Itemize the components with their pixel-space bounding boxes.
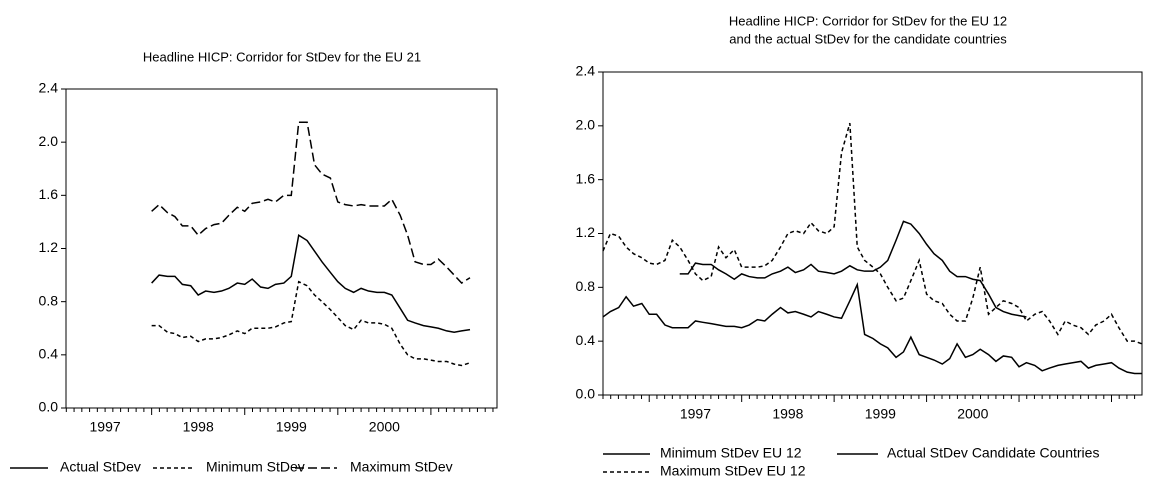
y-tick-label: 2.0 [39,133,59,149]
data-line [602,122,1143,345]
y-tick-label: 0.4 [39,346,59,362]
plot-frame [602,71,1143,396]
y-tick-label: 0.0 [576,386,596,402]
legend-label: Minimum StDev EU 12 [660,445,802,461]
data-line [602,282,1142,375]
y-tick-label: 0.4 [576,332,596,348]
y-tick-label: 1.2 [39,239,59,255]
x-tick-label: 2000 [369,419,400,435]
chart-title: Headline HICP: Corridor for StDev for th… [143,49,421,64]
data-line [151,121,471,285]
y-tick-label: 0.8 [576,278,596,294]
x-tick-label: 1997 [90,419,121,435]
y-tick-label: 2.4 [39,80,59,96]
chart-title: Headline HICP: Corridor for StDev for th… [729,13,1007,28]
x-tick-label: 1998 [772,406,803,422]
y-tick-label: 0.8 [39,292,59,308]
legend-label: Actual StDev [60,459,141,475]
data-line [151,233,471,334]
x-tick-label: 2000 [957,406,988,422]
legend-label: Actual StDev Candidate Countries [887,445,1099,461]
y-tick-label: 1.6 [39,186,59,202]
y-tick-label: 0.0 [39,399,59,415]
x-tick-label: 1999 [276,419,307,435]
x-tick-label: 1998 [183,419,214,435]
data-line [151,280,471,367]
y-tick-label: 1.2 [576,224,596,240]
chart-title: and the actual StDev for the candidate c… [729,31,1007,46]
data-line [679,220,1027,318]
legend-label: Maximum StDev [350,459,453,475]
legend-label: Minimum StDev [206,459,305,475]
legend-label: Maximum StDev EU 12 [660,463,806,479]
x-tick-label: 1997 [680,406,711,422]
y-tick-label: 2.4 [576,63,596,79]
y-tick-label: 1.6 [576,170,596,186]
y-tick-label: 2.0 [576,117,596,133]
x-tick-label: 1999 [865,406,896,422]
